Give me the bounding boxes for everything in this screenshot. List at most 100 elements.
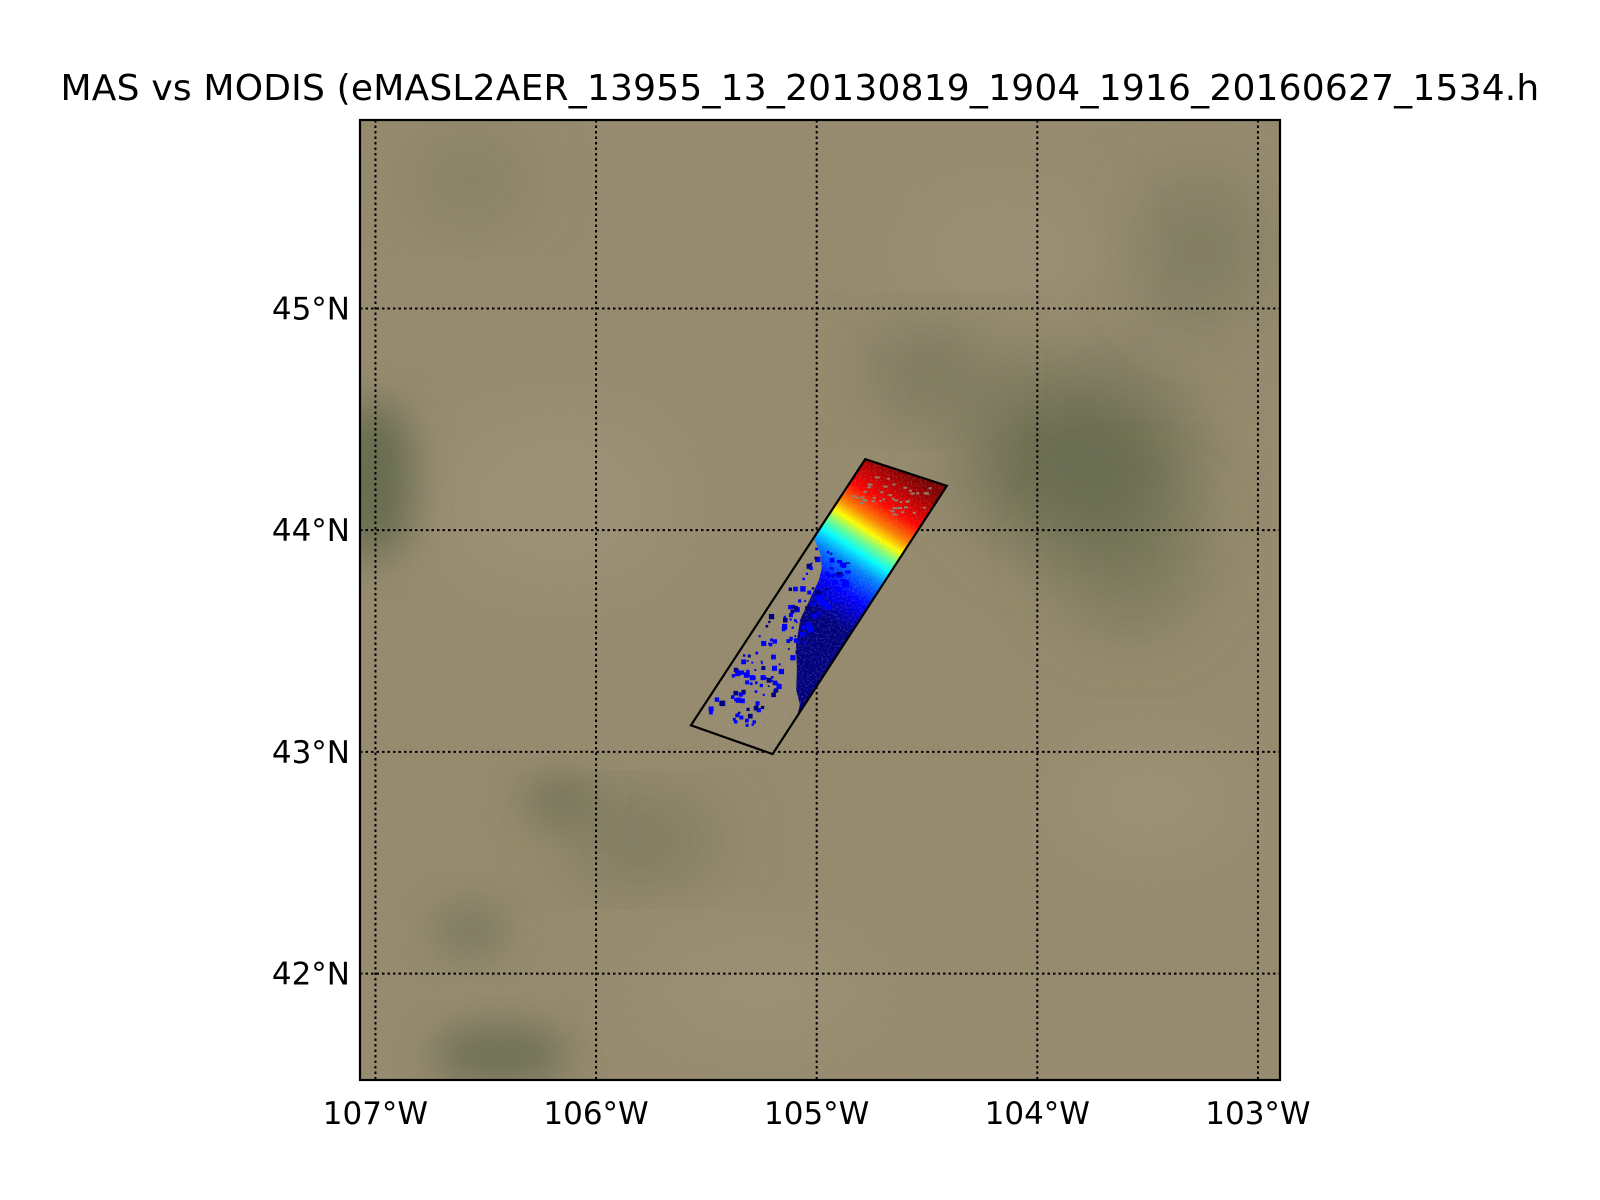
swath-pixel: [839, 562, 847, 568]
longitude-label: 104°W: [985, 1096, 1090, 1132]
swath-missing-pixel: [900, 511, 905, 514]
swath-pixel: [760, 675, 766, 681]
swath-pixel: [709, 710, 713, 715]
swath-pixel: [760, 660, 763, 663]
swath-pixel: [830, 552, 833, 555]
swath-pixel: [800, 632, 805, 637]
swath-pixel: [745, 673, 750, 678]
swath-pixel: [801, 625, 806, 630]
swath-pixel: [776, 682, 779, 685]
map-frame: [358, 118, 1282, 1082]
latitude-tick-labels: 45°N 44°N 43°N 42°N: [272, 291, 350, 992]
swath-missing-pixel: [899, 500, 903, 503]
swath-missing-pixel: [910, 492, 915, 495]
swath-pixel: [836, 571, 843, 576]
longitude-label: 105°W: [764, 1096, 869, 1132]
swath-pixel: [810, 602, 816, 606]
swath-pixel: [747, 713, 753, 719]
swath-missing-pixel: [890, 509, 893, 512]
swath-missing-pixel: [908, 489, 912, 492]
swath-pixel: [795, 621, 798, 624]
swath-pixel: [746, 707, 750, 712]
longitude-tick-labels: 107°W 106°W 105°W 104°W 103°W: [323, 1096, 1311, 1132]
longitude-label: 107°W: [323, 1096, 428, 1132]
swath-missing-pixel: [892, 507, 898, 510]
swath-pixel: [786, 639, 791, 643]
swath-pixel: [760, 705, 765, 710]
swath-pixel: [742, 654, 746, 657]
terrain-patch: [410, 140, 530, 220]
swath-pixel: [840, 573, 845, 576]
swath-pixel: [793, 638, 799, 643]
swath-pixel: [755, 701, 760, 706]
swath-pixel: [816, 595, 824, 601]
swath-pixel: [802, 641, 806, 644]
swath-pixel: [802, 577, 805, 581]
swath-pixel: [737, 669, 740, 672]
swath-pixel: [772, 639, 778, 644]
terrain-patch: [900, 190, 1100, 310]
swath-pixel: [741, 659, 747, 665]
swath-missing-pixel: [892, 510, 895, 513]
swath-pixel: [768, 620, 771, 624]
swath-pixel: [824, 587, 829, 590]
swath-pixel: [771, 654, 776, 660]
swath-pixel: [744, 718, 749, 723]
swath-pixel: [807, 590, 812, 595]
swath-pixel: [769, 679, 772, 682]
swath-missing-pixel: [860, 496, 864, 499]
swath-pixel: [809, 634, 812, 637]
swath-pixel: [714, 697, 720, 702]
swath-pixel: [738, 692, 744, 697]
swath-pixel: [790, 609, 795, 614]
swath-missing-pixel: [871, 500, 876, 503]
latitude-label: 42°N: [272, 957, 350, 993]
swath-pixel: [815, 590, 822, 595]
swath-pixel: [788, 605, 793, 610]
swath-pixel: [795, 649, 800, 655]
swath-pixel: [783, 626, 787, 630]
swath-pixel: [842, 582, 850, 588]
terrain-patch: [1060, 750, 1240, 850]
swath-pixel: [835, 573, 843, 578]
swath-pixel: [773, 688, 779, 693]
terrain-patch: [430, 1025, 570, 1080]
swath-pixel: [789, 618, 792, 621]
swath-pixel: [831, 573, 836, 577]
swath-missing-pixel: [883, 485, 888, 488]
swath-missing-pixel: [903, 486, 907, 489]
terrain-patch: [360, 400, 415, 560]
longitude-label: 103°W: [1205, 1096, 1310, 1132]
swath-pixel: [732, 717, 736, 721]
swath-pixel: [747, 654, 751, 658]
swath-missing-pixel: [904, 506, 908, 509]
swath-pixel: [768, 613, 775, 620]
swath-missing-pixel: [860, 502, 864, 505]
swath-missing-pixel: [912, 511, 916, 514]
swath-pixel: [770, 679, 773, 682]
swath-pixel: [824, 604, 832, 610]
swath-pixel: [824, 571, 830, 577]
swath-pixel: [765, 624, 769, 628]
swath-pixel: [814, 613, 821, 619]
swath-pixel: [746, 669, 750, 674]
swath-pixel: [783, 615, 786, 619]
swath-pixel: [798, 599, 802, 603]
swath-pixel: [734, 698, 737, 702]
swath-pixel: [770, 643, 772, 645]
swath-missing-pixel: [872, 496, 877, 499]
swath-pixel: [801, 623, 804, 626]
swath-missing-pixel: [928, 487, 932, 490]
swath-pixel: [754, 690, 758, 693]
terrain-patch: [560, 805, 720, 875]
swath-pixel: [793, 619, 797, 622]
swath-missing-pixel: [887, 477, 890, 480]
swath-pixel: [733, 690, 738, 696]
swath-pixel: [749, 682, 753, 686]
swath-pixel: [833, 598, 839, 603]
basemap-terrain: [360, 140, 1260, 1080]
swath-missing-pixel: [924, 492, 930, 495]
swath-pixel: [790, 655, 796, 661]
longitude-label: 106°W: [543, 1096, 648, 1132]
